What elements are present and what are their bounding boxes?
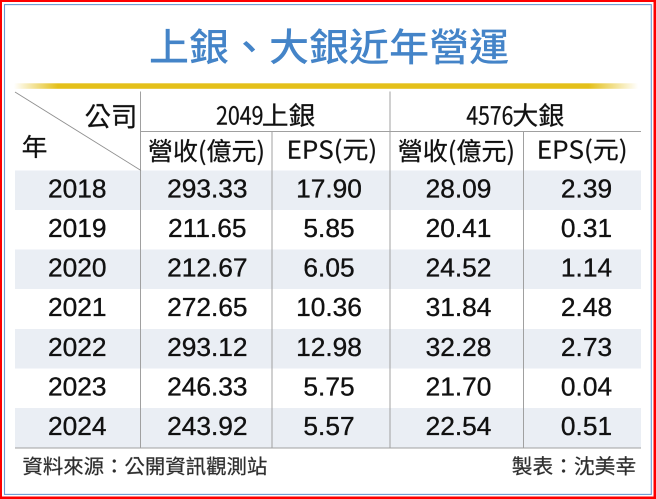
svg-text:12.98: 12.98 [296,332,362,362]
svg-text:2018: 2018 [48,174,107,204]
svg-text:212.67: 212.67 [167,253,247,283]
svg-text:293.33: 293.33 [167,174,247,204]
svg-text:2.39: 2.39 [561,174,612,204]
svg-text:0.51: 0.51 [561,411,612,441]
svg-text:211.65: 211.65 [168,213,246,243]
svg-text:6.05: 6.05 [303,253,354,283]
svg-text:2021: 2021 [48,292,107,322]
svg-text:32.28: 32.28 [426,332,492,362]
svg-text:2024: 2024 [48,411,107,441]
svg-text:2.48: 2.48 [561,292,612,322]
svg-text:28.09: 28.09 [426,174,492,204]
svg-text:0.31: 0.31 [561,213,612,243]
svg-text:246.33: 246.33 [167,371,247,401]
svg-text:2023: 2023 [48,371,107,401]
svg-text:24.52: 24.52 [426,253,492,283]
svg-text:22.54: 22.54 [426,411,492,441]
svg-text:293.12: 293.12 [167,332,247,362]
svg-text:272.65: 272.65 [167,292,247,322]
svg-text:2019: 2019 [48,213,107,243]
svg-text:17.90: 17.90 [296,174,362,204]
svg-text:0.04: 0.04 [561,371,612,401]
svg-text:31.84: 31.84 [426,292,492,322]
svg-text:2.73: 2.73 [561,332,612,362]
svg-text:21.70: 21.70 [426,371,492,401]
svg-text:20.41: 20.41 [426,213,492,243]
svg-text:1.14: 1.14 [561,253,612,283]
svg-text:5.75: 5.75 [303,371,354,401]
svg-text:10.36: 10.36 [296,292,362,322]
svg-text:243.92: 243.92 [167,411,247,441]
svg-text:2022: 2022 [48,332,107,362]
svg-text:5.85: 5.85 [303,213,354,243]
svg-text:5.57: 5.57 [303,411,354,441]
svg-text:2020: 2020 [48,253,107,283]
